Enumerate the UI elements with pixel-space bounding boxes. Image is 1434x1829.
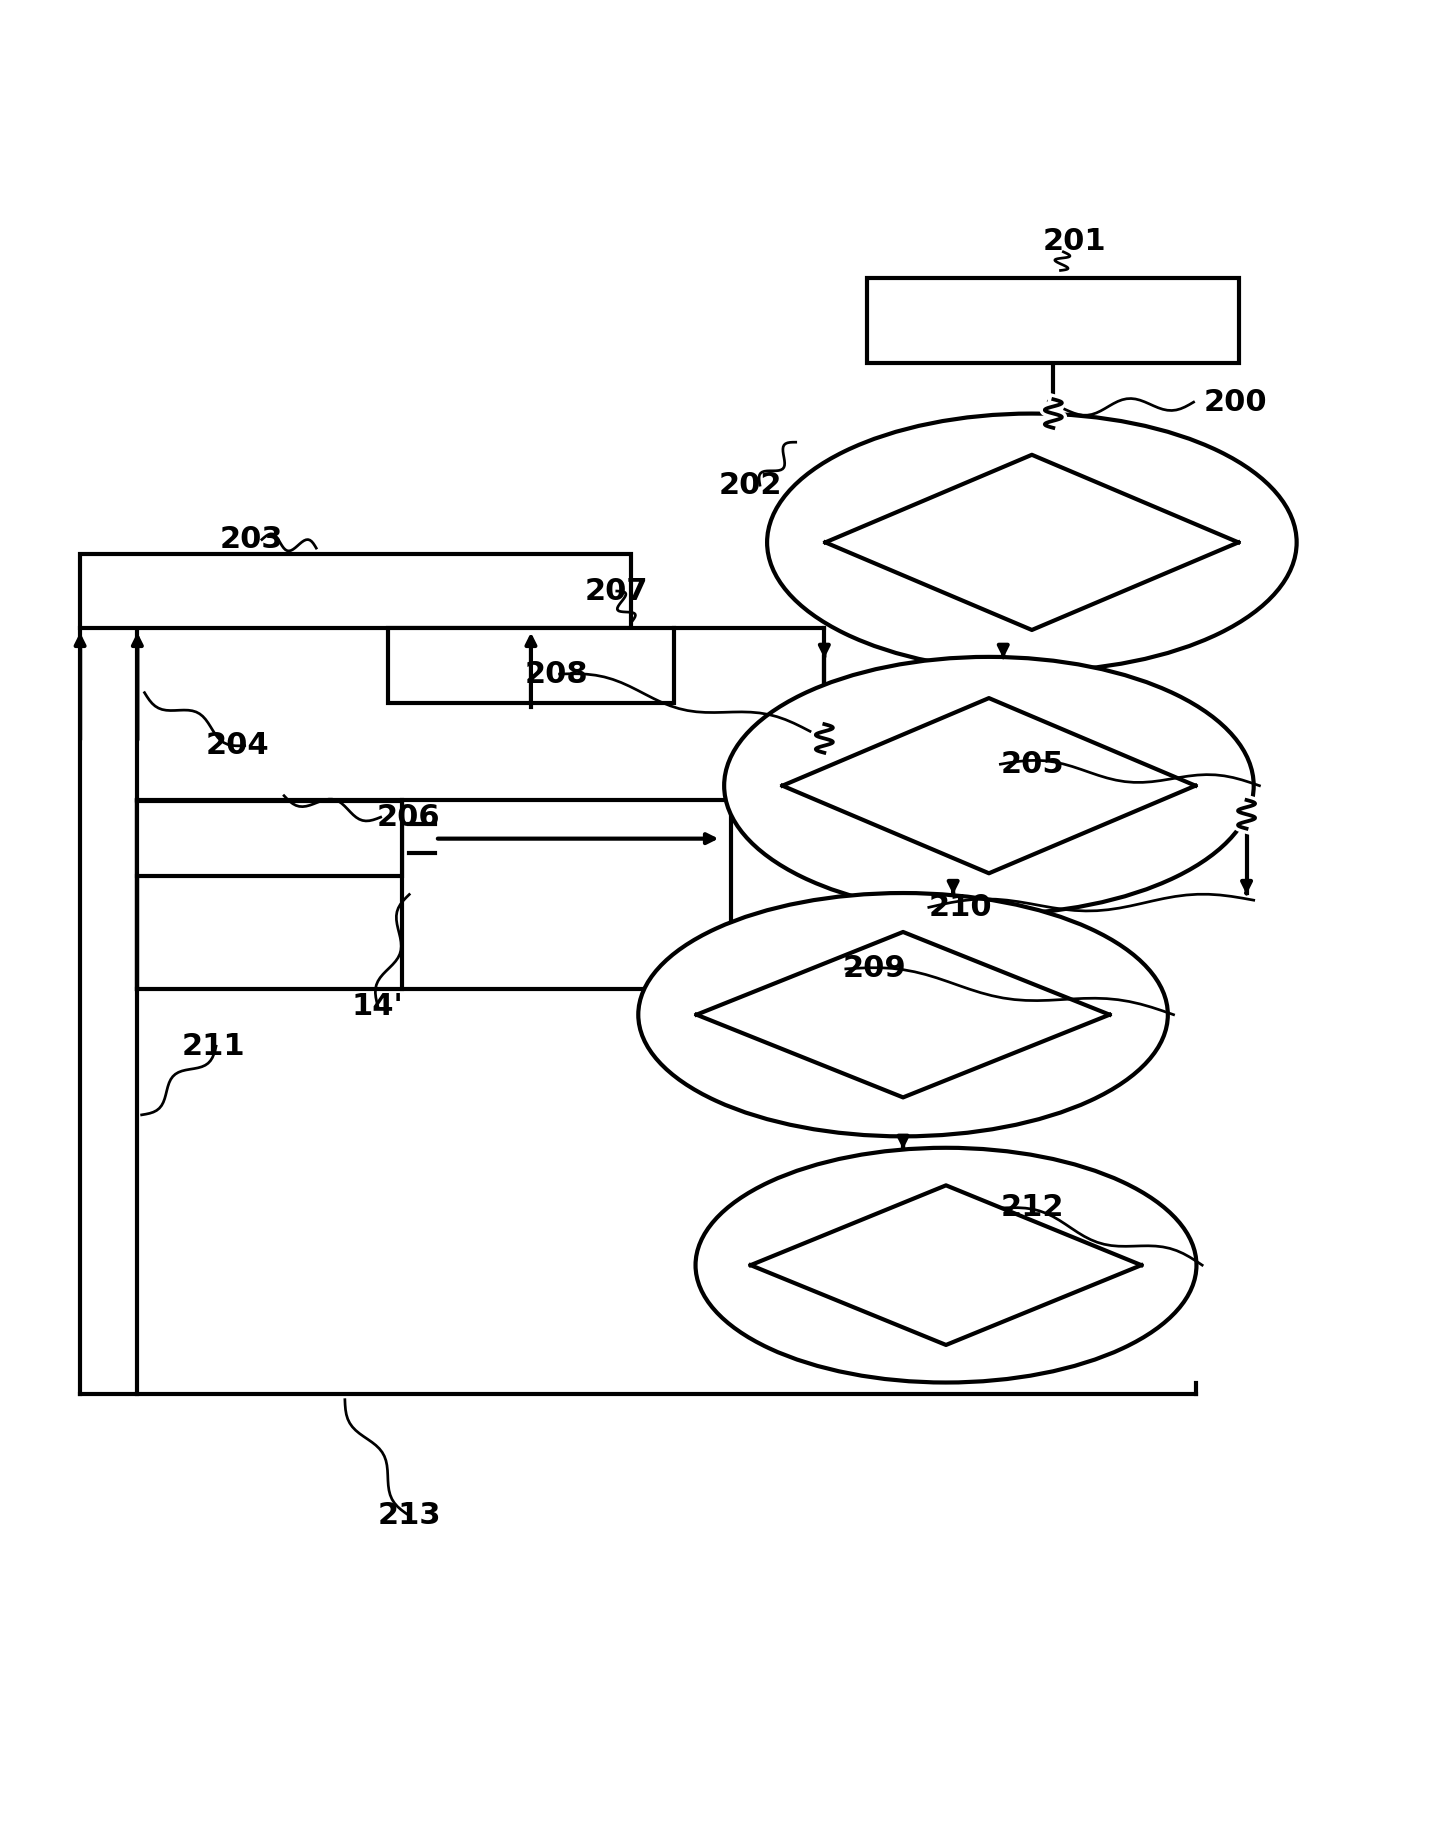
Text: 202: 202: [718, 470, 782, 499]
Text: 200: 200: [1203, 388, 1268, 417]
Text: 212: 212: [1001, 1193, 1064, 1222]
Ellipse shape: [638, 893, 1167, 1136]
Bar: [80, 554, 631, 627]
Bar: [138, 801, 402, 876]
Ellipse shape: [767, 413, 1296, 671]
Text: 201: 201: [1043, 227, 1107, 256]
Text: 209: 209: [843, 955, 906, 984]
Text: 213: 213: [377, 1502, 442, 1531]
Text: 203: 203: [219, 525, 284, 554]
Text: 210: 210: [929, 893, 992, 922]
Text: 211: 211: [181, 1032, 245, 1061]
Text: 208: 208: [525, 660, 588, 688]
Bar: [387, 627, 674, 702]
Bar: [868, 278, 1239, 364]
Text: 14': 14': [351, 991, 404, 1021]
Text: 207: 207: [585, 576, 648, 605]
Ellipse shape: [695, 1149, 1196, 1383]
Text: 206: 206: [376, 803, 440, 832]
Text: 204: 204: [205, 732, 270, 761]
Ellipse shape: [724, 657, 1253, 914]
Text: 205: 205: [1001, 750, 1064, 779]
